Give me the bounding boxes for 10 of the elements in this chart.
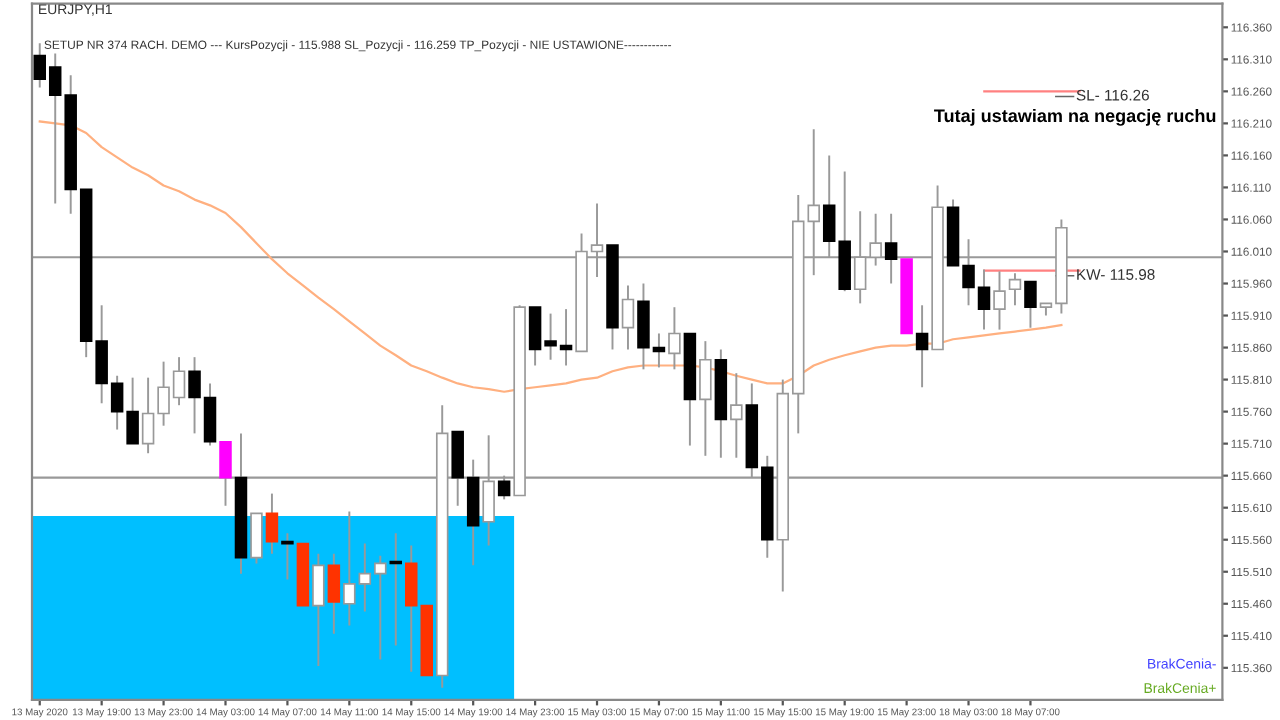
- candlestick: [1008, 272, 1022, 307]
- candlestick: [993, 270, 1006, 331]
- candlestick: [281, 532, 294, 581]
- candlestick: [668, 306, 681, 371]
- candlestick: [621, 284, 635, 351]
- candlestick: [312, 552, 325, 667]
- candlestick: [699, 340, 712, 457]
- annotation: Tutaj ustawiam na negację ruchu: [934, 108, 1216, 126]
- candlestick: [730, 372, 743, 459]
- candlestick: [250, 512, 263, 565]
